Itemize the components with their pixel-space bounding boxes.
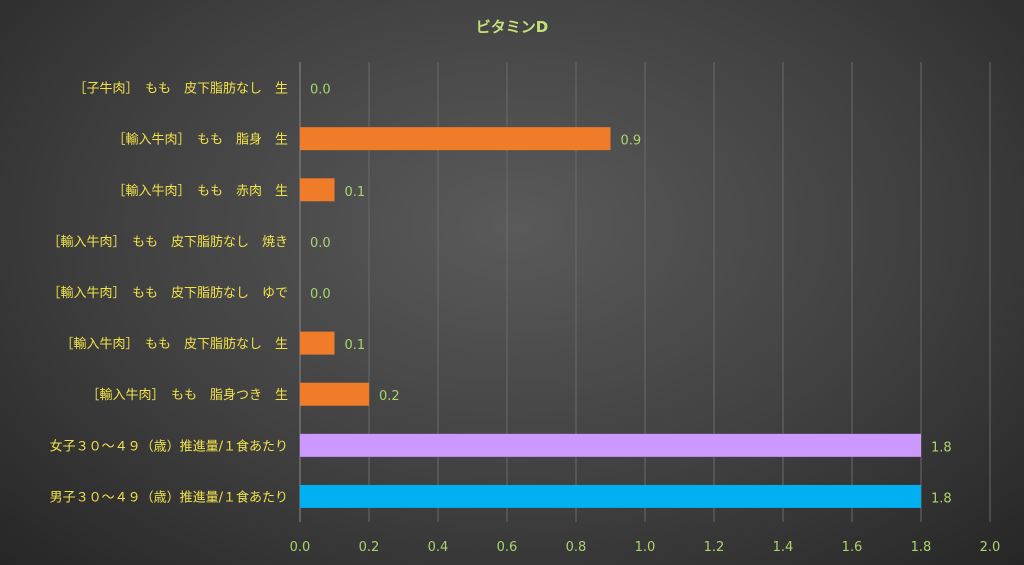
category-label: ［子牛肉］ もも 皮下脂肪なし 生 <box>73 81 288 97</box>
data-label: 0.1 <box>345 338 366 353</box>
data-label: 1.8 <box>931 491 952 506</box>
x-tick-label: 0.0 <box>290 540 311 555</box>
category-label: ［輸入牛肉］ もも 皮下脂肪なし 生 <box>60 336 288 352</box>
data-label: 0.0 <box>310 83 331 98</box>
category-label: ［輸入牛肉］ もも 脂身 生 <box>112 132 288 148</box>
category-label: ［輸入牛肉］ もも 皮下脂肪なし ゆで <box>47 285 288 301</box>
x-tick-label: 1.8 <box>911 540 932 555</box>
data-label: 0.9 <box>621 134 642 149</box>
category-label: 女子３０～４９（歳）推進量/１食あたり <box>50 438 288 454</box>
category-labels: ［子牛肉］ もも 皮下脂肪なし 生 ［輸入牛肉］ もも 脂身 生 ［輸入牛肉］ もも… <box>47 81 288 506</box>
data-label: 1.8 <box>931 440 952 455</box>
x-tick-label: 1.2 <box>704 540 725 555</box>
x-tick-label: 0.8 <box>566 540 587 555</box>
data-label: 0.2 <box>379 389 400 404</box>
bar <box>300 484 921 508</box>
bar <box>300 382 369 406</box>
data-labels: 0.0 0.9 0.1 0.0 0.0 0.1 0.2 1.8 1.8 <box>310 83 952 507</box>
category-label: 男子３０～４９（歳）推進量/１食あたり <box>50 489 288 505</box>
category-label: ［輸入牛肉］ もも 赤肉 生 <box>112 184 288 199</box>
x-tick-label: 1.0 <box>635 540 656 555</box>
category-label: ［輸入牛肉］ もも 脂身つき 生 <box>86 387 288 403</box>
x-tick-label: 2.0 <box>980 540 1001 555</box>
bar <box>300 178 335 202</box>
data-label: 0.0 <box>310 236 331 251</box>
bar <box>300 433 921 457</box>
data-label: 0.1 <box>345 185 366 200</box>
category-label: ［輸入牛肉］ もも 皮下脂肪なし 焼き <box>47 234 288 250</box>
x-tick-labels: 0.0 0.2 0.4 0.6 0.8 1.0 1.2 1.4 1.6 1.8 2.0 <box>290 540 1001 555</box>
bars <box>300 127 921 508</box>
data-label: 0.0 <box>310 287 331 302</box>
x-tick-label: 0.4 <box>428 540 449 555</box>
bar <box>300 127 611 151</box>
x-tick-label: 0.2 <box>359 540 380 555</box>
x-tick-label: 1.4 <box>773 540 794 555</box>
x-tick-label: 1.6 <box>842 540 863 555</box>
chart-title: ビタミンD <box>476 18 548 36</box>
bar <box>300 331 335 355</box>
x-tick-label: 0.6 <box>497 540 518 555</box>
